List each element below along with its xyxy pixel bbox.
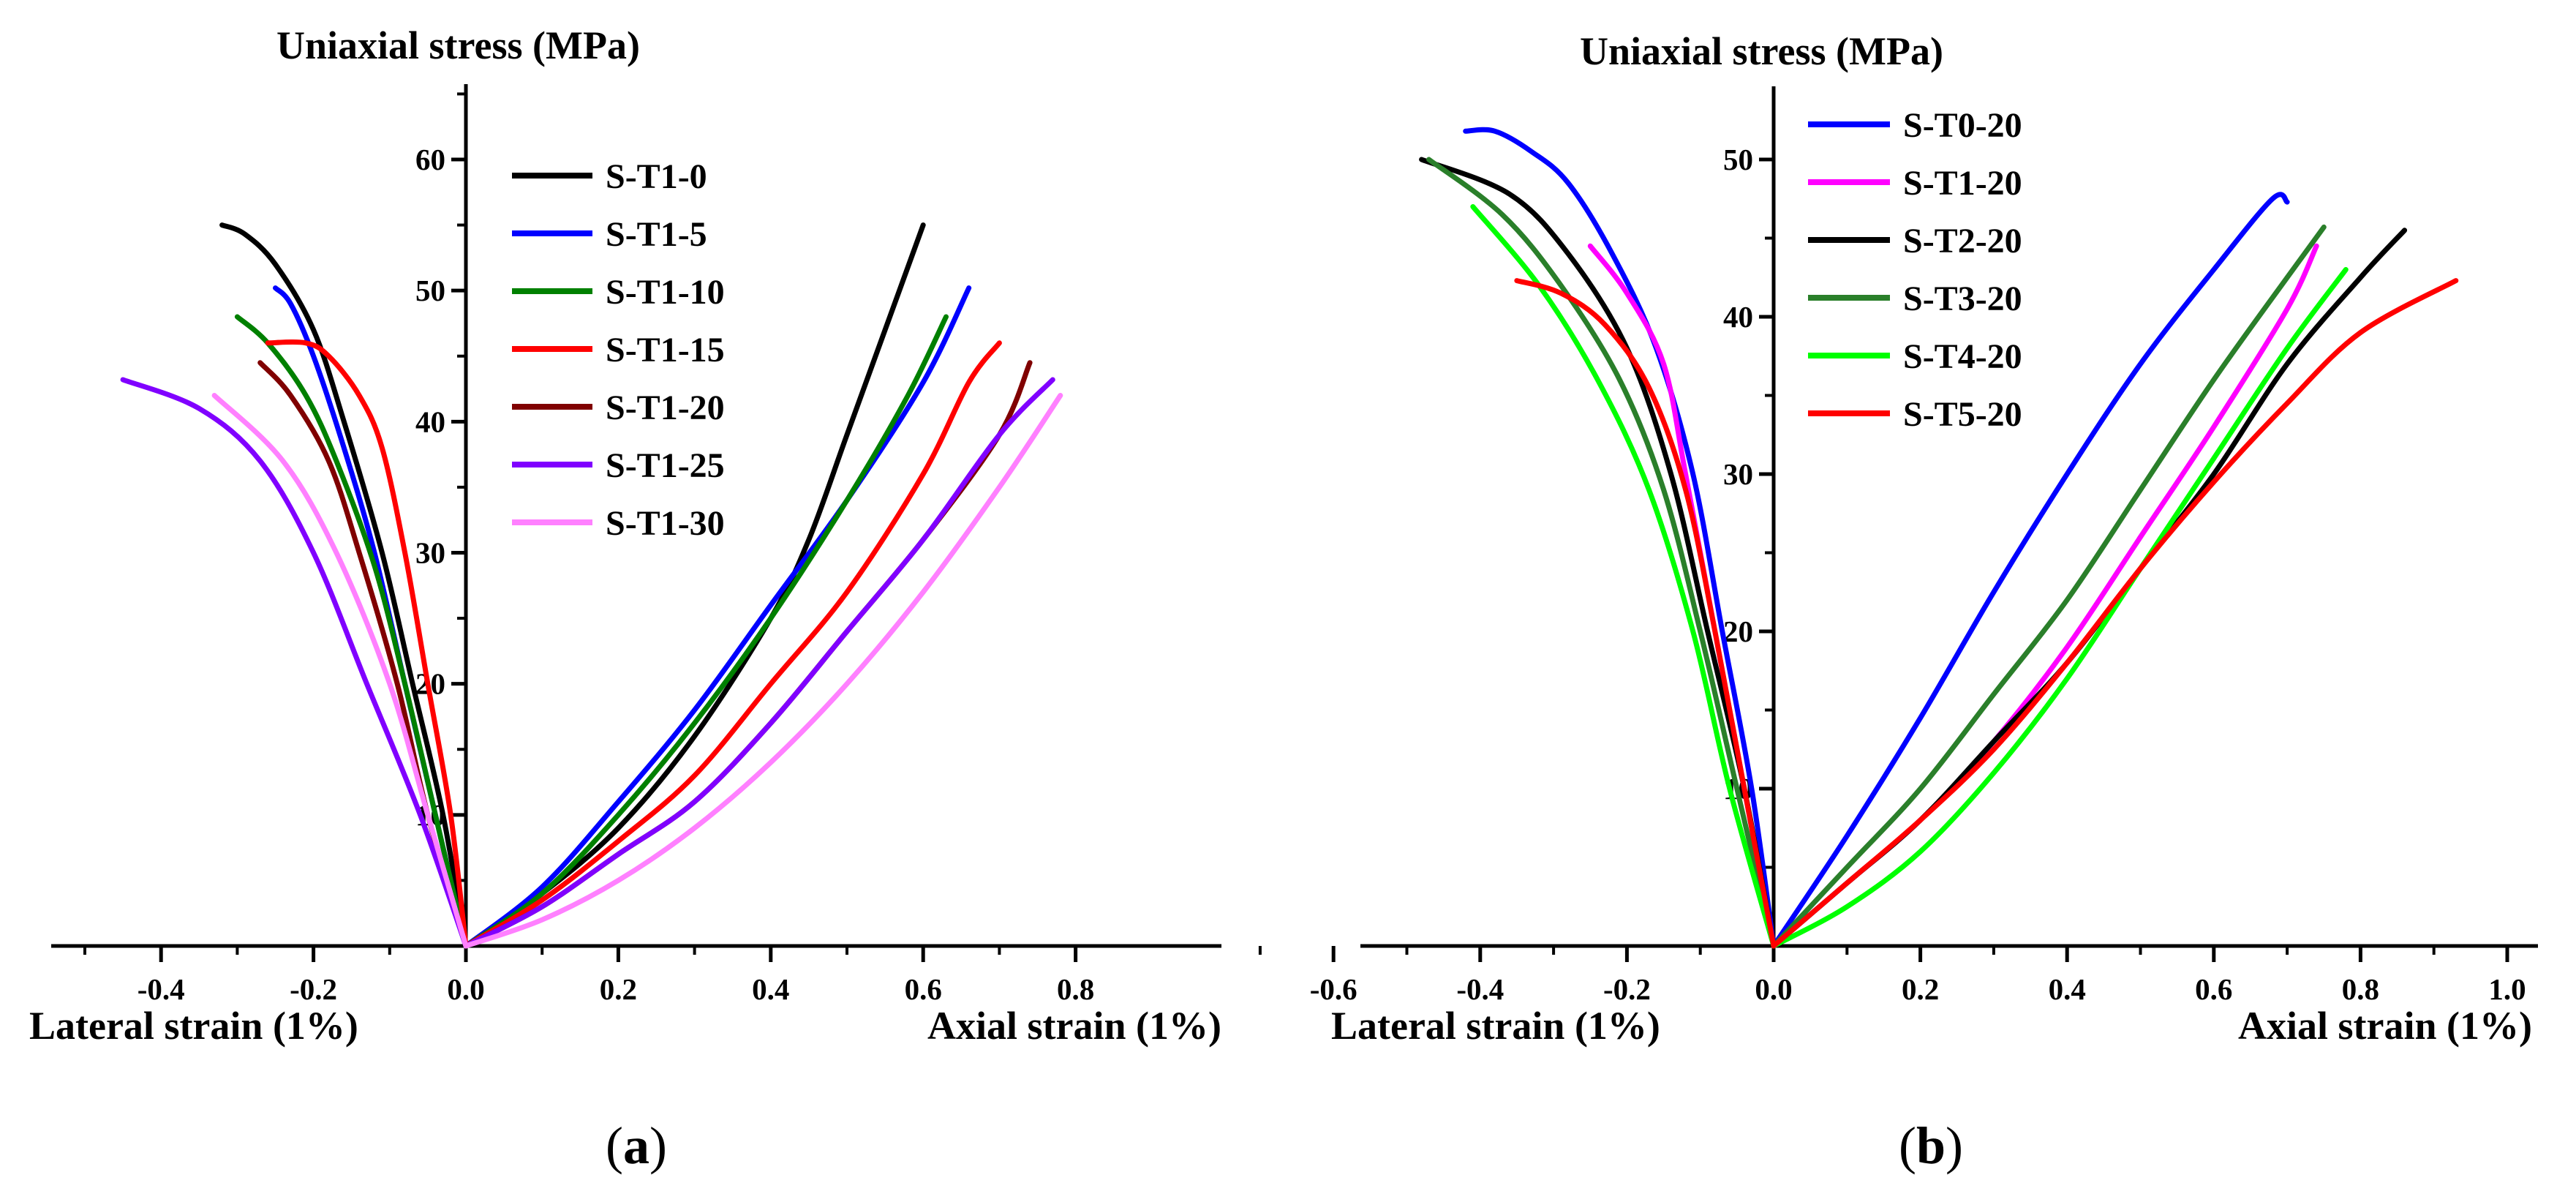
legend-label-s-t1-15: S-T1-15: [606, 331, 725, 369]
series-s-t4-20-lateral-curve: [1470, 204, 1777, 949]
legend-label-s-t1-25: S-T1-25: [606, 446, 725, 485]
chart-a-legend: S-T1-0 S-T1-5 S-T1-10 S-T1-15 S-T1-20 S-T1-25…: [512, 157, 725, 543]
series-s-t1-30-lateral-curve: [211, 393, 469, 949]
chart-b-y-tick-label: 40: [1723, 300, 1753, 334]
chart-a-x-tick-label: 0.4: [752, 972, 789, 1006]
legend-label-s-t1-30: S-T1-30: [606, 504, 725, 543]
chart-b-y-tick-label: 30: [1723, 457, 1753, 491]
legend-label-s-t5-20: S-T5-20: [1903, 395, 2022, 434]
chart-a-y-tick-label: 40: [415, 405, 445, 438]
legend-label-s-t4-20: S-T4-20: [1903, 337, 2022, 376]
chart-b-x-tick-label: 0.6: [2195, 972, 2232, 1006]
chart-a-x-tick-label: 0.6: [905, 972, 942, 1006]
series-s-t2-20-lateral-curve: [1419, 157, 1777, 949]
series-s-t1-25-axial-curve: [463, 377, 1055, 949]
legend-label-s-t0-20: S-T0-20: [1903, 106, 2022, 145]
chart-a-y-tick-label: 30: [415, 536, 445, 570]
series-s-t3-20-axial-curve: [1771, 224, 2327, 949]
series-s-t1-15-axial-curve: [463, 340, 1002, 949]
chart-b-x-tick-label: 0.2: [1902, 972, 1939, 1006]
series-s-t2-20-axial-curve: [1771, 228, 2408, 949]
legend-label-s-t1-5: S-T1-5: [606, 215, 707, 254]
chart-a-x-tick-label: -0.4: [138, 972, 185, 1006]
chart-b-x-axis-left-title: Lateral strain (1%): [1331, 1004, 1660, 1048]
series-s-t3-20-lateral-curve: [1426, 157, 1777, 949]
chart-b-x-axis-right-title: Axial strain (1%): [2238, 1004, 2532, 1048]
chart-a-panel-letter: a: [623, 1116, 649, 1175]
chart-a-x-tick-label: 0.8: [1057, 972, 1094, 1006]
chart-panel-a: Uniaxial stress (MPa) Lateral strain (1%…: [29, 23, 1221, 1175]
chart-b-x-tick-label: 0.0: [1755, 972, 1792, 1006]
chart-b-panel-letter: b: [1916, 1116, 1946, 1175]
chart-a-y-tick-label: 50: [415, 274, 445, 307]
chart-b-x-tick-label: -0.4: [1456, 972, 1504, 1006]
chart-a-x-tick-label: -0.2: [290, 972, 337, 1006]
series-s-t1-25-lateral-curve: [120, 377, 469, 949]
series-s-t1-10-lateral-curve: [234, 314, 469, 949]
chart-b-panel-label: (b): [1899, 1116, 1963, 1175]
chart-b-x-tick-label: -0.2: [1603, 972, 1651, 1006]
series-s-t1-30-axial-curve: [463, 393, 1063, 949]
chart-a-y-axis-title: Uniaxial stress (MPa): [276, 23, 640, 67]
chart-a-x-axis-right-title: Axial strain (1%): [927, 1004, 1221, 1048]
chart-b-y-tick-label: 20: [1723, 615, 1753, 648]
chart-b-series: [1419, 127, 2459, 949]
chart-b-y-tick-label: 50: [1723, 143, 1753, 176]
chart-panel-b: Uniaxial stress (MPa) Lateral strain (1%…: [1258, 29, 2538, 1175]
chart-b-x-tick-label: 0.4: [2049, 972, 2086, 1006]
series-s-t1-0-lateral-curve: [219, 222, 469, 949]
chart-a-panel-label: (a): [606, 1116, 667, 1175]
legend-label-s-t2-20: S-T2-20: [1903, 222, 2022, 260]
chart-b-y-axis-title: Uniaxial stress (MPa): [1580, 29, 1943, 73]
legend-label-s-t1-20: S-T1-20: [1903, 164, 2022, 203]
chart-a-series: [120, 222, 1063, 949]
chart-a-x-axis-left-title: Lateral strain (1%): [29, 1004, 358, 1048]
legend-label-s-t1-20: S-T1-20: [606, 388, 725, 427]
chart-b-x-ticks: -0.6 -0.4 -0.2 0.0 0.2 0.4 0.6 0.8 1.0: [1258, 946, 2526, 1006]
series-s-t0-20-axial-curve: [1771, 192, 2290, 949]
legend-label-s-t1-0: S-T1-0: [606, 157, 707, 196]
chart-b-x-tick-label: 0.8: [2342, 972, 2379, 1006]
series-s-t1-15-lateral-curve: [265, 339, 469, 949]
chart-b-x-tick-label: 1.0: [2488, 972, 2526, 1006]
series-s-t5-20-lateral-curve: [1514, 278, 1777, 949]
series-s-t5-20-axial-curve: [1771, 278, 2459, 949]
legend-label-s-t1-10: S-T1-10: [606, 273, 725, 312]
chart-a-x-tick-label: 0.0: [447, 972, 484, 1006]
series-s-t4-20-axial-curve: [1771, 267, 2349, 949]
legend-label-s-t3-20: S-T3-20: [1903, 279, 2022, 318]
chart-a-x-ticks: -0.4 -0.2 0.0 0.2 0.4 0.6 0.8: [83, 946, 1094, 1006]
series-s-t1-5-axial-curve: [463, 285, 972, 949]
chart-a-x-tick-label: 0.2: [600, 972, 637, 1006]
chart-a-y-tick-label: 60: [415, 143, 445, 176]
series-s-t1-10-axial-curve: [463, 314, 949, 949]
chart-b-x-tick-label: -0.6: [1310, 972, 1357, 1006]
chart-b-legend: S-T0-20 S-T1-20 S-T2-20 S-T3-20 S-T4-20 S-T5-…: [1808, 106, 2022, 434]
